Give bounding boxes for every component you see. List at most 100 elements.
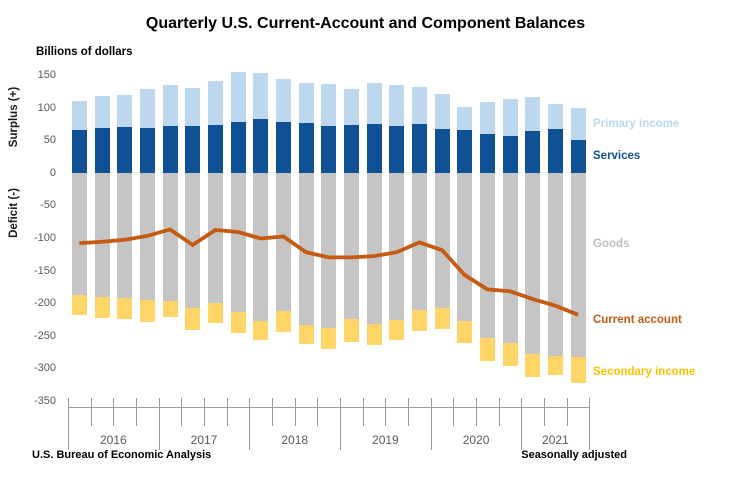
- bar-segment-secondary-income: [94, 297, 110, 319]
- bar-segment-services: [525, 130, 541, 174]
- quarter-tick: [385, 398, 387, 426]
- bar-segment-services: [185, 125, 201, 174]
- bar-segment-primary-income: [525, 97, 541, 131]
- quarter-tick: [362, 398, 364, 426]
- bar-segment-primary-income: [207, 80, 223, 126]
- year-label: 2016: [99, 433, 127, 447]
- legend-label-primary-income: Primary income: [593, 118, 680, 130]
- bar-segment-goods: [366, 173, 382, 324]
- bar-segment-goods: [275, 173, 291, 311]
- quarter-tick: [476, 398, 478, 426]
- bar-segment-primary-income: [253, 72, 269, 120]
- bar-segment-goods: [434, 173, 450, 308]
- bar-segment-services: [117, 127, 133, 174]
- bar-segment-secondary-income: [411, 309, 427, 332]
- year-tick: [68, 398, 69, 450]
- bar-segment-secondary-income: [117, 298, 133, 320]
- bar-segment-primary-income: [185, 87, 201, 126]
- bar-segment-secondary-income: [253, 320, 269, 340]
- bar-segment-services: [502, 136, 518, 174]
- bar-segment-goods: [94, 173, 110, 298]
- bar-segment-primary-income: [298, 83, 314, 124]
- source-note: U.S. Bureau of Economic Analysis: [32, 449, 212, 461]
- bar-segment-secondary-income: [139, 299, 155, 322]
- bar-segment-goods: [343, 173, 359, 320]
- bar-segment-services: [275, 121, 291, 174]
- current-account-polyline: [79, 227, 579, 317]
- bar-segment-services: [162, 125, 178, 174]
- bar-segment-goods: [457, 173, 473, 322]
- year-label: 2017: [190, 433, 218, 447]
- year-label: 2018: [281, 433, 309, 447]
- y-tick-label: -350: [33, 395, 56, 407]
- bar-segment-secondary-income: [275, 310, 291, 333]
- legend-label-goods: Goods: [593, 238, 630, 250]
- bar-segment-services: [434, 128, 450, 174]
- bar-segment-primary-income: [502, 98, 518, 137]
- bar-segment-primary-income: [434, 93, 450, 129]
- bar-segment-services: [230, 121, 246, 174]
- bar-segment-primary-income: [570, 108, 586, 141]
- y-tick-label: -150: [33, 264, 56, 277]
- bar-segment-primary-income: [457, 106, 473, 130]
- bar-segment-primary-income: [139, 89, 155, 128]
- bar-segment-services: [321, 126, 337, 174]
- bar-segment-secondary-income: [502, 342, 518, 367]
- bar-segment-goods: [502, 173, 518, 343]
- bar-segment-services: [94, 127, 110, 174]
- y-tick-label: 0: [49, 166, 56, 179]
- bar-segment-secondary-income: [366, 323, 382, 346]
- y-tick-label: -50: [40, 199, 56, 212]
- bar-segment-secondary-income: [547, 355, 563, 376]
- bar-segment-goods: [570, 173, 586, 358]
- bar-segment-goods: [479, 173, 495, 338]
- quarter-tick: [453, 398, 455, 426]
- adjustment-note: Seasonally adjusted: [521, 449, 627, 461]
- chart-title: Quarterly U.S. Current-Account and Compo…: [145, 15, 586, 32]
- bar-segment-secondary-income: [457, 321, 473, 343]
- bar-segment-goods: [321, 173, 337, 328]
- bar-segment-services: [570, 140, 586, 174]
- x-axis-line: [68, 407, 590, 408]
- bar-segment-secondary-income: [321, 327, 337, 349]
- bar-segment-services: [139, 127, 155, 174]
- bar-segment-primary-income: [275, 78, 291, 122]
- bar-segment-goods: [253, 173, 269, 321]
- bar-segment-secondary-income: [162, 301, 178, 318]
- bar-segment-services: [71, 130, 87, 174]
- quarter-tick: [113, 398, 115, 426]
- quarter-tick: [204, 398, 206, 426]
- y-tick-label: 100: [37, 101, 56, 114]
- bar-segment-goods: [230, 173, 246, 313]
- year-tick: [589, 398, 591, 450]
- bar-segment-services: [389, 126, 405, 174]
- bar-segment-goods: [162, 173, 178, 302]
- quarter-tick: [272, 398, 274, 426]
- bar-segment-services: [547, 128, 563, 174]
- year-tick: [340, 398, 342, 450]
- bar-segment-goods: [389, 173, 405, 320]
- y-axis-units-label: Billions of dollars: [36, 46, 133, 58]
- bar-segment-primary-income: [366, 83, 382, 124]
- quarter-tick: [408, 398, 410, 426]
- quarter-tick: [566, 398, 568, 426]
- bar-segment-secondary-income: [71, 295, 87, 316]
- legend-label-current-account: Current account: [593, 314, 682, 326]
- bar-segment-goods: [117, 173, 133, 299]
- bar-segment-goods: [185, 173, 201, 309]
- year-label: 2019: [372, 433, 399, 447]
- bar-segment-goods: [525, 173, 541, 354]
- bar-segment-services: [343, 125, 359, 174]
- year-tick: [430, 398, 432, 450]
- quarter-tick: [317, 398, 319, 426]
- legend-label-secondary-income: Secondary income: [593, 366, 696, 378]
- bar-segment-secondary-income: [479, 337, 495, 362]
- bar-segment-secondary-income: [298, 325, 314, 345]
- bar-segment-goods: [71, 173, 87, 296]
- bar-segment-services: [366, 123, 382, 174]
- bar-segment-goods: [547, 173, 563, 356]
- bar-segment-services: [457, 129, 473, 174]
- bar-segment-primary-income: [411, 87, 427, 125]
- year-label: 2020: [462, 433, 490, 447]
- bar-segment-goods: [298, 173, 314, 326]
